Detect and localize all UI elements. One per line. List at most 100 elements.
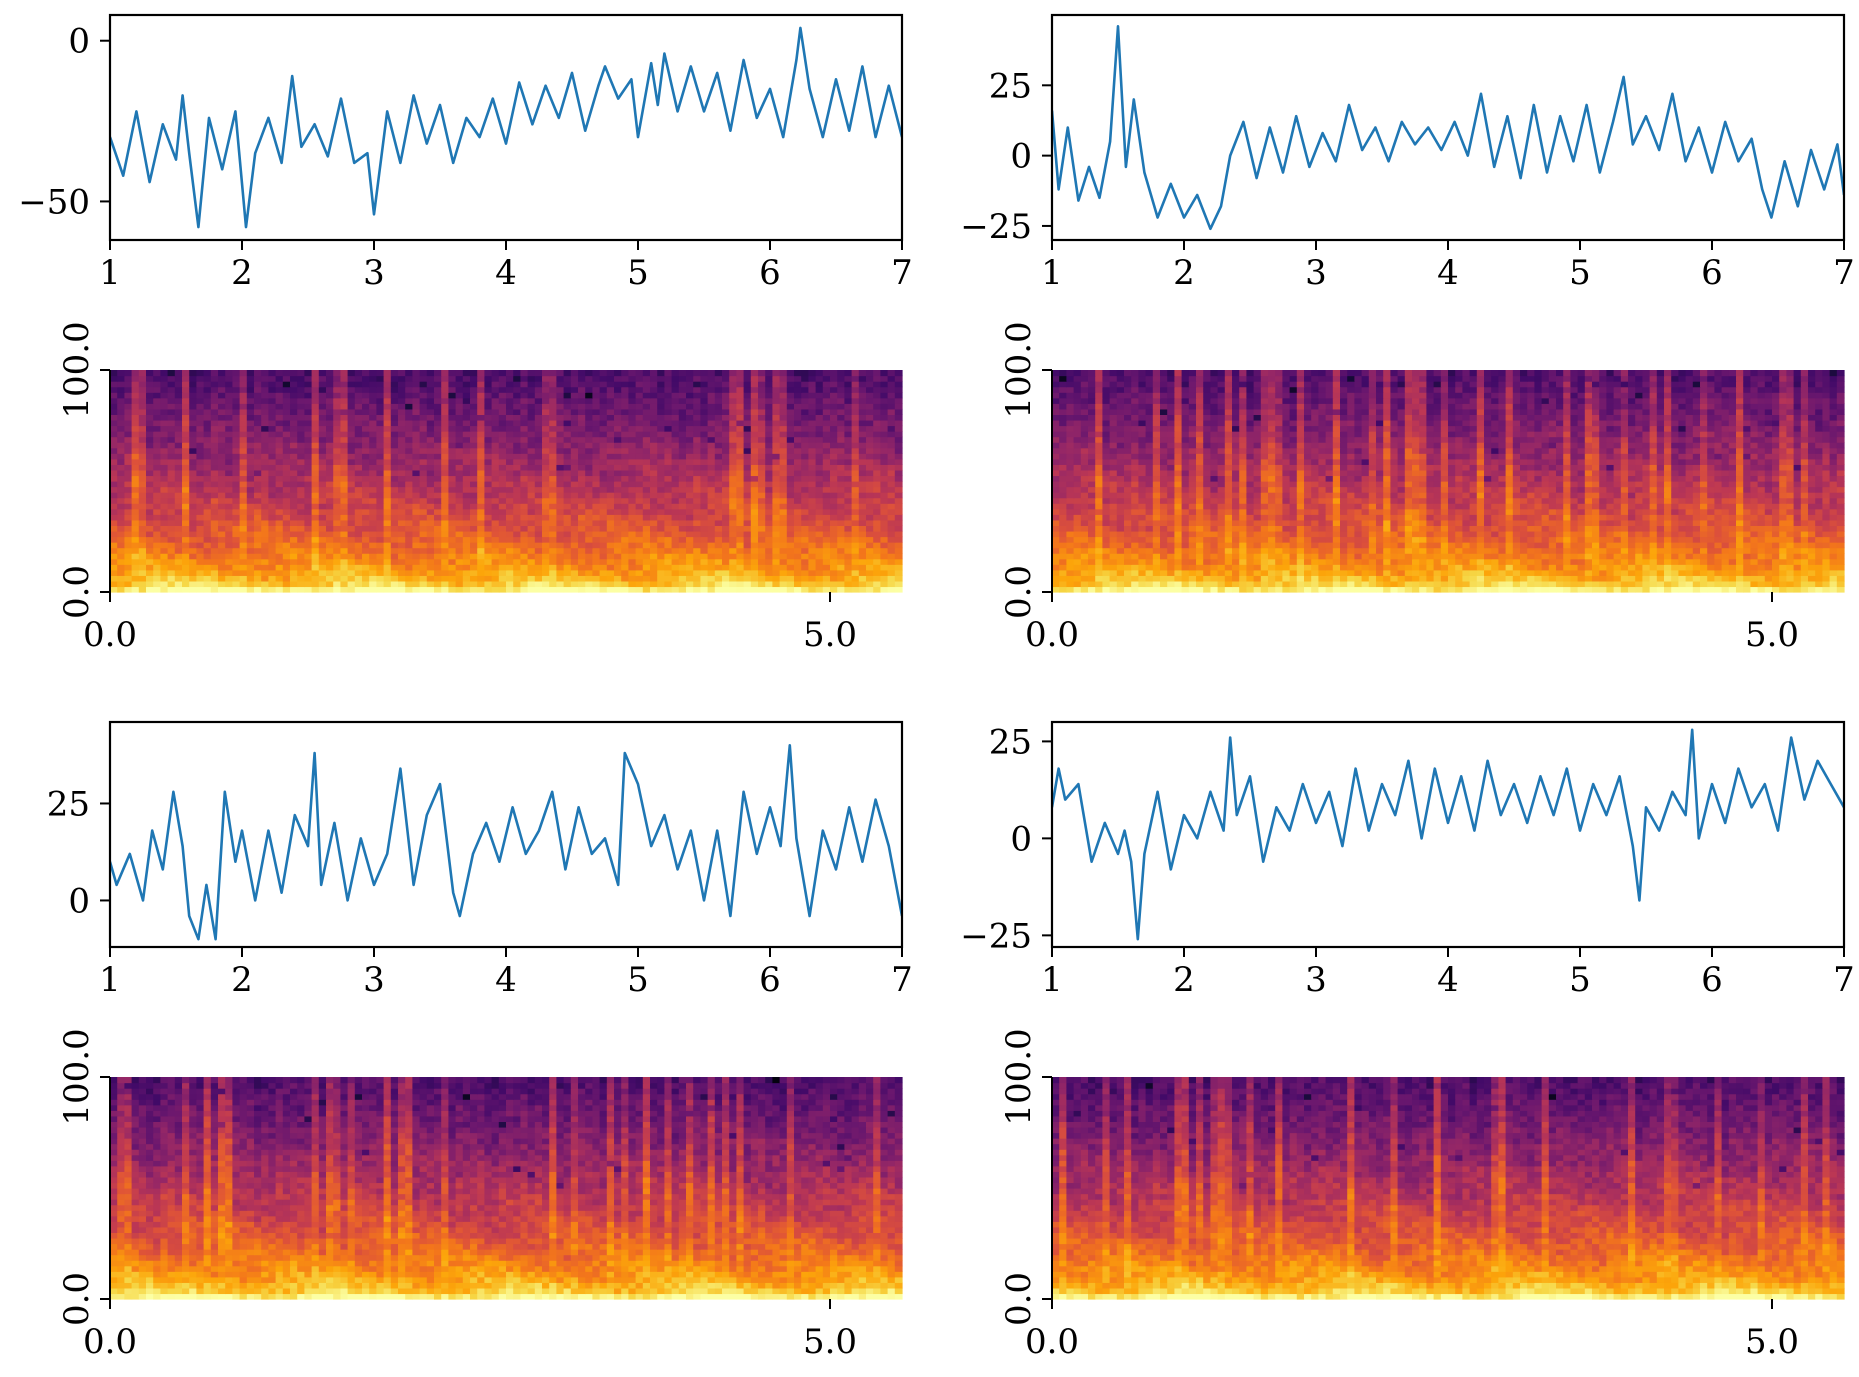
heatmap-cell xyxy=(196,469,205,477)
heatmap-cell xyxy=(664,508,673,515)
heatmap-cell xyxy=(635,586,644,593)
heatmap-cell xyxy=(426,519,435,526)
heatmap-cell xyxy=(369,436,377,443)
heatmap-cell xyxy=(455,530,464,538)
heatmap-cell xyxy=(642,492,651,499)
heatmap-cell xyxy=(664,447,673,454)
heatmap-cell xyxy=(657,514,665,521)
heatmap-cell xyxy=(311,458,320,465)
heatmap-cell xyxy=(750,442,759,449)
heatmap-cell xyxy=(866,514,874,521)
heatmap-cells xyxy=(110,370,903,593)
heatmap-cell xyxy=(182,392,190,399)
heatmap-cell xyxy=(765,414,773,421)
heatmap-cell xyxy=(578,519,586,526)
heatmap-cell xyxy=(750,414,759,421)
heatmap-cell xyxy=(837,564,845,571)
heatmap-cell xyxy=(477,469,485,477)
heatmap-cell xyxy=(390,564,399,571)
heatmap-cell xyxy=(578,431,586,438)
heatmap-cell xyxy=(750,564,759,571)
heatmap-cell xyxy=(383,469,392,477)
heatmap-cell xyxy=(196,453,205,460)
heatmap-cell xyxy=(225,403,233,410)
heatmap-cell xyxy=(311,375,320,382)
heatmap-cell xyxy=(758,492,766,499)
heatmap-cell xyxy=(506,425,514,432)
heatmap-cell xyxy=(239,519,248,526)
heatmap-cell xyxy=(268,580,277,588)
heatmap-cell xyxy=(722,575,730,582)
heatmap-cell xyxy=(794,442,802,449)
heatmap-cell xyxy=(1390,569,1399,576)
heatmap-cell xyxy=(383,458,392,465)
heatmap-cell xyxy=(1498,569,1507,576)
heatmap-cell xyxy=(599,508,608,515)
heatmap-cell xyxy=(549,408,557,415)
heatmap-cell xyxy=(333,458,341,465)
heatmap-cell xyxy=(650,536,658,543)
heatmap-cell xyxy=(124,536,133,543)
heatmap-cell xyxy=(182,497,190,504)
heatmap-cell xyxy=(470,425,478,432)
heatmap-cell xyxy=(1534,586,1543,593)
x-tick-label: 2 xyxy=(1173,253,1195,293)
heatmap-cell xyxy=(693,514,701,521)
heatmap-cell xyxy=(354,425,363,432)
heatmap-cell xyxy=(657,564,665,571)
heatmap-cell xyxy=(750,542,759,549)
heatmap-cell xyxy=(1635,580,1643,588)
heatmap-cell xyxy=(340,558,349,565)
heatmap-cell xyxy=(628,419,637,427)
heatmap-cell xyxy=(693,436,701,443)
heatmap-cell xyxy=(1217,586,1226,593)
heatmap-cell xyxy=(110,497,118,504)
heatmap-cell xyxy=(398,497,406,504)
heatmap-cell xyxy=(362,530,370,538)
heatmap-cell xyxy=(1455,564,1463,571)
heatmap-cell xyxy=(275,464,284,471)
heatmap-cell xyxy=(326,519,334,526)
heatmap-cell xyxy=(758,392,766,399)
heatmap-cell xyxy=(614,408,622,415)
heatmap-cell xyxy=(866,486,874,493)
heatmap-cell xyxy=(707,519,716,526)
heatmap-cell xyxy=(333,392,341,399)
heatmap-cell xyxy=(635,425,644,432)
heatmap-cell xyxy=(542,558,550,565)
heatmap-cell xyxy=(707,569,716,576)
heatmap-cell xyxy=(405,486,413,493)
heatmap-cell xyxy=(275,580,284,588)
heatmap-cell xyxy=(729,442,737,449)
heatmap-cell xyxy=(614,375,622,382)
heatmap-cell xyxy=(786,375,795,382)
heatmap-cell xyxy=(254,508,262,515)
heatmap-cell xyxy=(167,381,176,388)
heatmap-cell xyxy=(606,486,615,493)
heatmap-cell xyxy=(822,414,831,421)
heatmap-cell xyxy=(765,569,773,576)
heatmap-cell xyxy=(398,408,406,415)
heatmap-cell xyxy=(239,442,248,449)
heatmap-cell xyxy=(131,386,140,393)
heatmap-cell xyxy=(664,536,673,543)
heatmap-cell xyxy=(887,464,896,471)
heatmap-cell xyxy=(470,392,478,399)
heatmap-cell xyxy=(470,542,478,549)
heatmap-cell xyxy=(210,558,219,565)
heatmap-cell xyxy=(657,453,665,460)
heatmap-cell xyxy=(873,469,881,477)
heatmap-cell xyxy=(786,475,795,482)
heatmap-cell xyxy=(606,575,615,582)
heatmap-cell xyxy=(642,425,651,432)
heatmap-cell xyxy=(520,519,529,526)
heatmap-cell xyxy=(153,569,161,576)
heatmap-cell xyxy=(851,375,860,382)
heatmap-cell xyxy=(110,486,118,493)
heatmap-cell xyxy=(765,481,773,488)
heatmap-cell xyxy=(304,419,313,427)
heatmap-cell xyxy=(434,397,442,404)
heatmap-cell xyxy=(858,553,867,560)
heatmap-cell xyxy=(462,419,471,427)
heatmap-cell xyxy=(894,558,903,565)
